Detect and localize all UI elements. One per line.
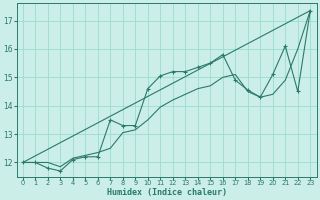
X-axis label: Humidex (Indice chaleur): Humidex (Indice chaleur)	[107, 188, 227, 197]
